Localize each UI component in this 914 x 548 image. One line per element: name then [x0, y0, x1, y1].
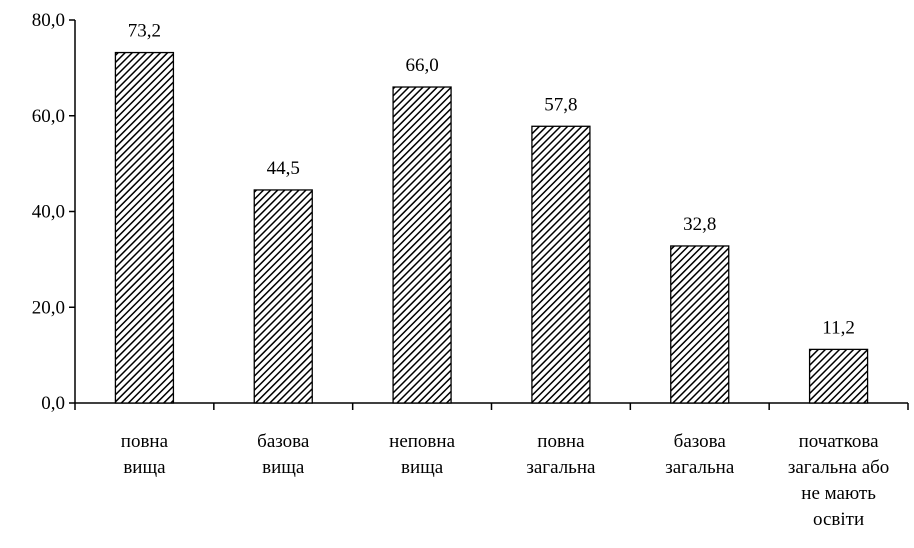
value-label: 11,2 — [822, 317, 855, 338]
category-label: вища — [123, 457, 166, 478]
category-label: не мають — [801, 483, 876, 504]
category-label: початкова — [799, 431, 879, 452]
bar — [253, 189, 313, 404]
value-label: 44,5 — [267, 158, 300, 179]
bar — [114, 51, 175, 404]
bar — [808, 348, 869, 404]
category-label: базова — [674, 431, 727, 452]
labels: 73,2 повна вища 44,5 базова вища 66,0 неповна ви… — [121, 21, 890, 530]
value-label: 57,8 — [544, 94, 577, 115]
category-label: освіти — [813, 509, 864, 530]
y-tick-label: 20,0 — [32, 297, 65, 318]
category-label: загальна — [665, 457, 735, 478]
axes: 0,0 20,0 40,0 60,0 80,0 — [32, 10, 909, 414]
category-label: загальна — [526, 457, 596, 478]
y-tick-label: 80,0 — [32, 10, 65, 31]
y-tick-label: 0,0 — [41, 393, 65, 414]
category-label: повна — [121, 431, 169, 452]
category-label: повна — [537, 431, 585, 452]
value-label: 66,0 — [405, 55, 438, 76]
y-tick-label: 60,0 — [32, 106, 65, 127]
bar — [392, 86, 452, 404]
category-label: неповна — [389, 431, 455, 452]
y-tick-label: 40,0 — [32, 202, 65, 223]
value-label: 73,2 — [128, 21, 161, 42]
category-label: вища — [401, 457, 444, 478]
category-label: базова — [257, 431, 310, 452]
category-label: вища — [262, 457, 305, 478]
category-label: загальна або — [788, 457, 889, 478]
bar — [670, 245, 730, 404]
value-label: 32,8 — [683, 214, 716, 235]
bar — [531, 125, 591, 404]
bars — [114, 51, 869, 404]
